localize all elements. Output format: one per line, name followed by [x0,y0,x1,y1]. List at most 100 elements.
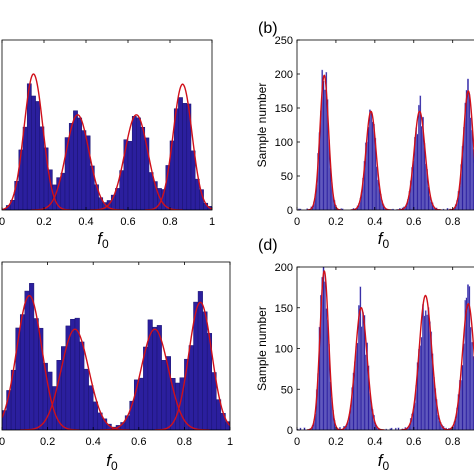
fit-curve-3 [100,328,210,430]
panel-b: 0 0.2 0.4 0.6 0.8 0 50 100 150 200 250 f0 Sample num… [255,20,474,251]
fit-curve-3 [400,294,451,430]
y-tick-label: 100 [275,137,293,149]
histogram-bar [188,345,194,430]
x-tick-label: 0.6 [406,436,421,448]
histogram-bar [322,267,325,430]
histogram-bar [375,166,378,210]
histogram-bar [202,311,208,430]
x-tick-label: 0.4 [367,216,382,228]
histogram-bar [394,427,397,430]
x-tick-label: 0.8 [445,436,460,448]
histogram-bar [472,356,474,430]
histogram-bar [427,307,430,430]
fit-curve-3 [397,110,442,210]
y-tick-label: 150 [275,103,293,115]
y-tick-label: 0 [287,425,293,437]
fit-curve-2 [350,110,392,210]
panel-a: 0 0.2 0.4 0.6 0.8 1 f0 [0,39,215,251]
histogram-bar [442,208,445,210]
x-tick-label: 0.6 [120,216,135,228]
histogram-bar [152,326,158,430]
axes-frame [296,39,474,211]
fit-curve-4 [444,302,474,430]
histogram-bar [424,310,427,430]
histogram-bar [369,109,371,210]
x-axis-label: f0 [378,451,390,473]
x-axis-label: f0 [106,451,118,473]
histogram-bar [460,380,463,430]
fit-curve-1 [307,74,342,210]
panel-label: (b) [258,20,278,37]
histogram-bar [24,290,30,430]
histogram-bar [471,129,473,210]
x-tick-label: 0 [0,436,5,448]
histogram-bar [143,346,149,430]
y-axis-label: Sample number [255,306,269,391]
histogram-bar [461,364,464,430]
histogram-bar [469,326,472,430]
histogram-bar [419,345,422,430]
x-tick-label: 0.2 [328,436,343,448]
histogram-bar [467,78,469,210]
histogram-bar [131,116,137,210]
histogram-bar [362,312,364,430]
histogram-bar [74,317,80,430]
histogram-bar [138,377,144,430]
histogram-bar [161,360,167,430]
plot-area [297,267,474,430]
x-tick-label: 0 [294,216,300,228]
histogram-bar [463,343,465,430]
histogram-bar [182,103,188,210]
histogram-bar [367,126,370,210]
histogram-bar [324,89,326,210]
histogram-bar [370,111,373,210]
histogram-bar [178,97,183,210]
histogram-bar [420,126,423,210]
fit-curve-1 [307,269,342,430]
histogram-bar [423,315,426,430]
x-axis-label: f0 [378,229,390,251]
x-tick-label: 0.4 [78,216,93,228]
fit-curve-2 [31,114,124,210]
x-tick-label: 0.8 [445,216,460,228]
x-tick-label: 0 [294,436,300,448]
panel-label: (d) [258,237,278,254]
histogram-bar [422,304,424,430]
histogram-bar [341,208,344,210]
histogram-bar [83,368,89,430]
y-axis-label: Sample number [255,83,269,168]
y-tick-label: 150 [275,303,293,315]
x-tick-label: 0.6 [406,216,421,228]
histogram-bar [148,172,154,210]
fit-curve-4 [154,301,230,430]
histogram-bar [360,326,363,430]
histogram-bar [31,95,36,210]
histogram-bar [19,314,26,430]
x-tick-label: 0.8 [177,436,192,448]
histogram-bar [14,181,20,210]
histogram-bar [39,126,45,210]
x-axis-label: f0 [97,229,109,251]
histogram-bar [35,101,41,210]
plot-area [2,73,212,210]
x-tick-label: 0.2 [328,216,343,228]
y-tick-label: 200 [275,262,293,274]
histogram-bar [392,208,394,210]
histogram-bar [377,179,379,210]
axes-frame [1,261,231,431]
histogram-bar [418,104,420,210]
histogram-bar [366,141,369,210]
histogram-bar [88,385,94,430]
histogram-bar [371,121,374,210]
histogram-bar [29,283,35,430]
histogram-bar [364,354,367,430]
fit-curve-4 [144,83,212,210]
histogram-bar [136,117,141,210]
histogram-bar [77,117,83,210]
x-tick-label: 0 [0,216,5,228]
histogram-bar [140,126,146,210]
y-tick-label: 100 [275,344,293,356]
fit-curve-1 [2,294,80,430]
histogram-bar [70,318,76,430]
